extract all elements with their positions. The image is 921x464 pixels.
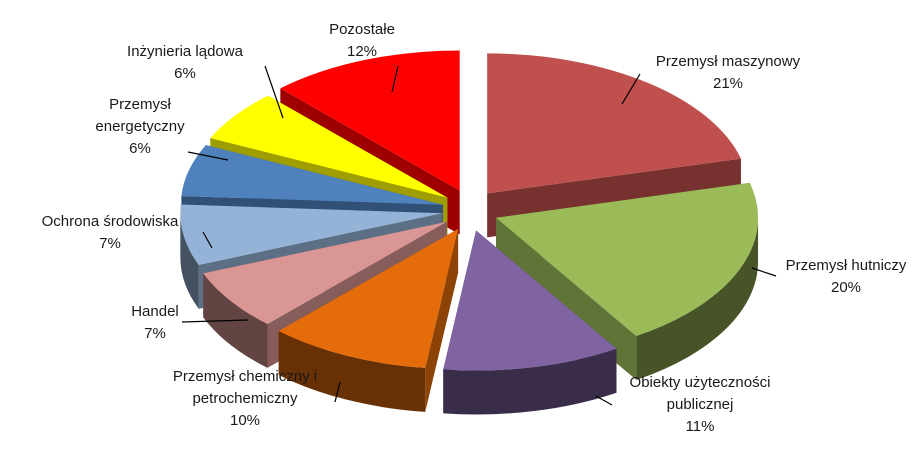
slice-label: Przemysł chemiczny i petrochemiczny 10% [173,368,317,429]
slice-name: petrochemiczny [192,390,298,407]
slice-label: Pozostałe 12% [329,21,395,60]
slice-percent: 20% [831,279,861,296]
slice-percent: 6% [174,65,196,82]
slice-labels: Przemysł maszynowy 21% Przemysł hutniczy 20… [42,21,907,435]
slice-name: Obiekty użyteczności [630,374,771,391]
slice-top [280,50,460,191]
slice-rim [180,213,199,309]
slice-label: Obiekty użyteczności publicznej 11% [630,374,771,435]
slice-name: Pozostałe [329,21,395,38]
leader-line [187,151,229,161]
slice-name: Inżynieria lądowa [127,43,244,60]
slice-top [181,145,443,205]
slice-label: Przemysł energetyczny 6% [95,96,185,157]
leader-line [391,65,399,93]
slice-top [203,221,447,324]
slice-name: Przemysł [109,96,171,113]
slice-label: Przemysł hutniczy 20% [786,257,907,296]
slice-name: publicznej [667,396,734,413]
slice-percent: 11% [686,418,715,435]
leader-line [181,319,249,323]
leader-line [595,395,613,406]
slice-name: Przemysł chemiczny i [173,368,317,385]
slice-top [496,182,759,336]
slice-rim [636,217,759,380]
slice-top [180,204,443,265]
slice-label: Ochrona środowiska 7% [42,213,179,252]
slice-top [443,230,617,371]
pie-slice [443,230,617,415]
leader-line [621,73,641,105]
slice-name: Handel [131,303,179,320]
slice-label: Przemysł maszynowy 21% [656,53,801,92]
slice-percent: 10% [230,412,260,429]
slice-label: Inżynieria lądowa 6% [127,43,244,82]
leader-line [202,231,213,249]
slice-name: Przemysł maszynowy [656,53,801,70]
slice-label: Handel 7% [131,303,179,342]
slice-rim [278,331,426,412]
leader-line [751,267,777,277]
slice-percent: 7% [144,325,166,342]
slice-percent: 7% [99,235,121,252]
pie-slices [180,50,759,415]
slice-name: energetyczny [95,118,185,135]
slice-top [210,95,448,198]
leader-line [334,381,341,403]
pie-slice [278,229,459,412]
slice-percent: 21% [713,75,743,92]
slice-top [278,229,459,368]
leader-line [264,65,284,119]
leader-lines [181,65,777,406]
slice-percent: 12% [347,43,377,60]
slice-rim [443,348,617,415]
slice-name: Ochrona środowiska [42,213,179,230]
slice-top [487,53,741,194]
slice-percent: 6% [129,140,151,157]
slice-name: Przemysł hutniczy [786,257,907,274]
